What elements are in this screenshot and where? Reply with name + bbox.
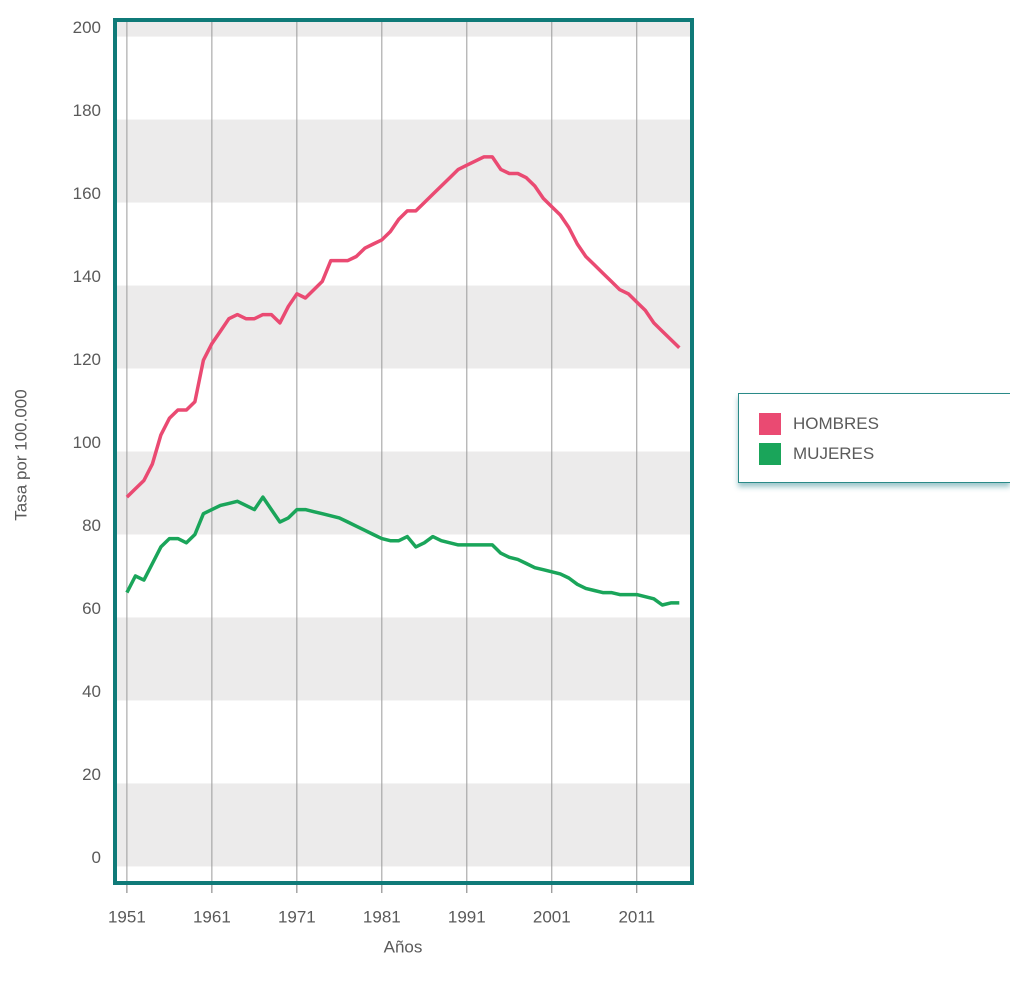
- y-tick-label: 180: [73, 101, 101, 120]
- x-axis-label: Años: [384, 937, 423, 956]
- legend-label: MUJERES: [793, 444, 875, 463]
- legend-swatch: [759, 413, 781, 435]
- x-tick-label: 1961: [193, 907, 231, 926]
- x-tick-label: 2001: [533, 907, 571, 926]
- y-tick-label: 0: [92, 848, 101, 867]
- x-tick-label: 2011: [618, 907, 655, 926]
- y-tick-label: 80: [82, 516, 101, 535]
- grid-band: [115, 783, 692, 867]
- grid-band: [115, 20, 692, 37]
- x-tick-label: 1971: [278, 907, 316, 926]
- y-tick-label: 40: [82, 682, 101, 701]
- y-tick-label: 140: [73, 267, 101, 286]
- y-tick-label: 100: [73, 433, 101, 452]
- legend-swatch: [759, 443, 781, 465]
- y-tick-label: 60: [82, 599, 101, 618]
- x-tick-label: 1981: [363, 907, 401, 926]
- grid-band: [115, 617, 692, 701]
- grid-band: [115, 451, 692, 535]
- data-line: [125, 155, 681, 499]
- y-tick-label: 120: [73, 350, 101, 369]
- x-tick-label: 1991: [448, 907, 486, 926]
- legend-item: HOMBRES: [759, 413, 879, 435]
- y-tick-label: 20: [82, 765, 101, 784]
- y-tick-label: 160: [73, 184, 101, 203]
- legend: HOMBRES MUJERES: [738, 393, 1010, 483]
- x-tick-label: 1951: [108, 907, 146, 926]
- legend-item: MUJERES: [759, 443, 874, 465]
- y-tick-label: 200: [73, 18, 101, 37]
- grid-band: [115, 285, 692, 369]
- plot-frame: [113, 18, 694, 885]
- legend-label: HOMBRES: [793, 414, 879, 433]
- data-line: [125, 495, 680, 607]
- y-axis-label: Tasa por 100.000: [11, 389, 30, 520]
- grid-band: [115, 119, 692, 203]
